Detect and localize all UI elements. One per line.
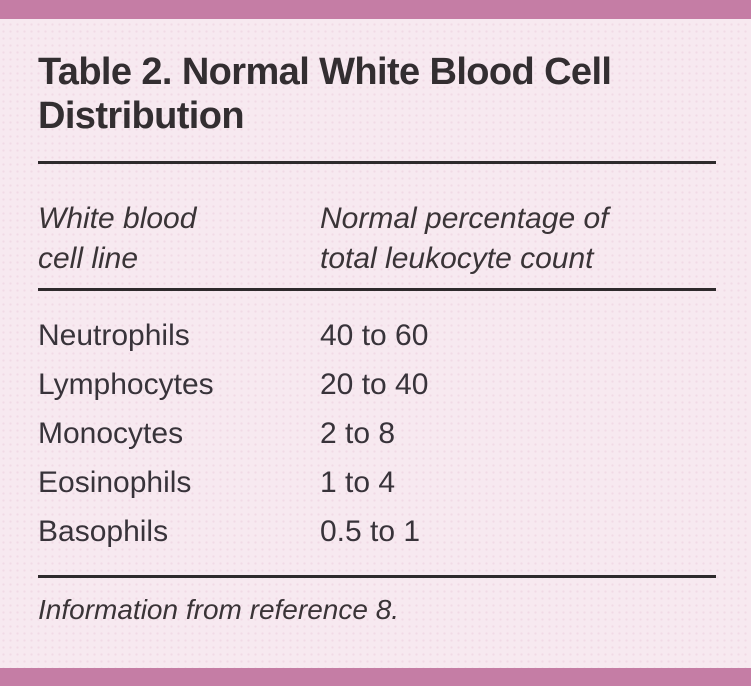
percentage-value: 1 to 4 <box>320 465 396 499</box>
percentage-value: 2 to 8 <box>320 416 396 450</box>
table-row: Eosinophils 1 to 4 <box>38 458 716 507</box>
cell-line-value: Monocytes <box>38 416 184 450</box>
table-row: Lymphocytes 20 to 40 <box>38 360 716 409</box>
percentage-value: 40 to 60 <box>320 318 429 352</box>
cell-line-value: Eosinophils <box>38 465 192 499</box>
top-accent-bar <box>0 0 751 19</box>
column-header-percentage: Normal percentage of total leukocyte cou… <box>320 202 609 275</box>
header-divider-rule <box>38 288 716 291</box>
title-divider-rule <box>38 161 716 164</box>
column-header-cell-line: White blood cell line <box>38 202 197 275</box>
table-title: Table 2. Normal White Blood Cell Distrib… <box>38 51 612 137</box>
bottom-accent-bar <box>0 668 751 686</box>
percentage-value: 0.5 to 1 <box>320 514 421 548</box>
cell-line-value: Neutrophils <box>38 318 190 352</box>
table-footnote: Information from reference 8. <box>38 594 400 625</box>
cell-line-value: Basophils <box>38 514 169 548</box>
cell-line-value: Lymphocytes <box>38 367 214 401</box>
table-row: Monocytes 2 to 8 <box>38 409 716 458</box>
footer-divider-rule <box>38 575 716 578</box>
percentage-value: 20 to 40 <box>320 367 429 401</box>
table-row: Basophils 0.5 to 1 <box>38 507 716 556</box>
table-header-row: White blood cell line Normal percentage … <box>38 199 716 279</box>
table-body: Neutrophils 40 to 60 Lymphocytes 20 to 4… <box>38 311 716 556</box>
table-row: Neutrophils 40 to 60 <box>38 311 716 360</box>
table-content: Table 2. Normal White Blood Cell Distrib… <box>38 19 716 626</box>
